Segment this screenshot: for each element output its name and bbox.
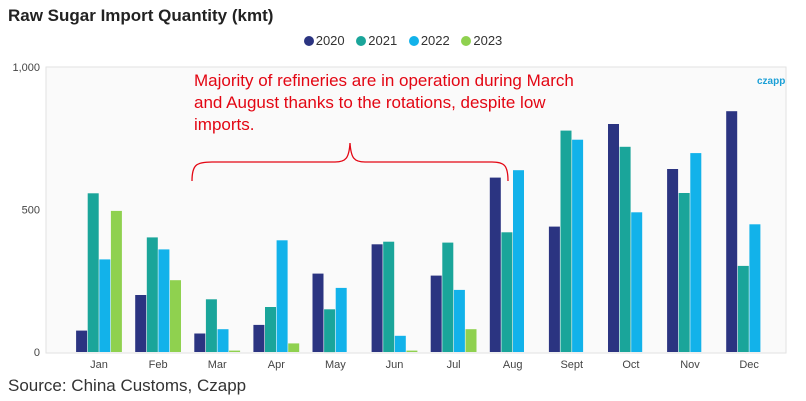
legend-item-2021: 2021 <box>356 33 397 48</box>
legend-swatch-2021 <box>356 36 367 46</box>
bar-2021-jul <box>442 242 454 352</box>
legend-swatch-2023 <box>461 36 472 46</box>
bar-2020-nov <box>667 169 679 352</box>
x-tick-label-apr: Apr <box>268 359 285 371</box>
bar-2021-jun <box>383 241 395 352</box>
bar-2020-jan <box>76 330 88 352</box>
bar-2021-nov <box>678 193 690 352</box>
bar-2022-sept <box>572 139 584 352</box>
bar-2020-jun <box>371 244 383 352</box>
bar-2020-dec <box>726 111 738 352</box>
bar-2023-jul <box>465 329 477 352</box>
x-tick-label-dec: Dec <box>739 359 759 371</box>
y-tick-label: 500 <box>22 205 40 217</box>
y-axis: 0 500 1,000 <box>12 62 40 359</box>
bar-2021-oct <box>619 146 631 352</box>
bar-2020-may <box>312 273 324 352</box>
x-tick-label-jan: Jan <box>90 359 108 371</box>
legend-item-2020: 2020 <box>303 33 345 48</box>
x-tick-label-jun: Jun <box>386 359 404 371</box>
y-tick-label: 0 <box>34 347 40 359</box>
x-tick-label-nov: Nov <box>680 359 700 371</box>
bar-2022-jan <box>99 259 111 352</box>
bar-2020-jul <box>430 275 442 352</box>
x-tick-label-sept: Sept <box>560 359 583 371</box>
legend-label-2021: 2021 <box>368 33 398 48</box>
bar-2021-aug <box>501 232 513 352</box>
brand-logo: czapp <box>757 76 786 87</box>
x-tick-label-aug: Aug <box>503 359 523 371</box>
bar-2021-feb <box>146 237 158 352</box>
bar-2023-feb <box>170 280 181 352</box>
bar-2023-apr <box>288 343 300 352</box>
bar-2022-apr <box>276 240 288 352</box>
legend-swatch-2022 <box>408 36 419 46</box>
chart-title: Raw Sugar Import Quantity (kmt) <box>8 6 274 25</box>
bar-2022-jul <box>453 289 465 352</box>
bar-2021-dec <box>737 265 749 352</box>
bar-2022-feb <box>158 249 170 352</box>
bar-2022-may <box>335 287 347 352</box>
bar-2020-oct <box>608 124 619 352</box>
legend-label-2023: 2023 <box>473 33 503 48</box>
x-tick-label-may: May <box>325 359 346 371</box>
bar-2020-apr <box>253 324 265 352</box>
bar-2021-jan <box>87 193 99 352</box>
bar-2022-nov <box>690 153 702 352</box>
bar-2020-aug <box>489 177 501 352</box>
source-note: Source: China Customs, Czapp <box>8 376 247 395</box>
x-tick-label-oct: Oct <box>622 359 639 371</box>
bar-2023-jan <box>110 210 122 352</box>
bar-2023-jun <box>406 350 418 352</box>
y-tick-label: 1,000 <box>12 62 40 74</box>
bar-2022-dec <box>749 224 761 352</box>
x-tick-label-feb: Feb <box>149 359 168 371</box>
bar-2021-apr <box>265 307 276 352</box>
bar-2023-mar <box>229 350 241 352</box>
bar-2020-feb <box>135 295 147 352</box>
legend-label-2022: 2022 <box>420 33 450 48</box>
x-axis: Jan Feb Mar Apr May Jun Jul Aug Sept Oct Nov Dec <box>90 359 759 371</box>
bar-2021-sept <box>560 130 572 352</box>
x-tick-label-mar: Mar <box>208 359 227 371</box>
bar-2022-mar <box>217 329 229 352</box>
bar-2021-mar <box>205 299 217 352</box>
bar-2022-oct <box>631 212 643 352</box>
annotation-bracket <box>191 142 509 182</box>
bar-2020-mar <box>194 333 206 352</box>
annotation-text: Majority of refineries are in operation … <box>194 71 574 134</box>
chart-legend: 2020 2021 2022 2023 <box>0 33 806 48</box>
bar-2020-sept <box>548 226 560 352</box>
legend-item-2022: 2022 <box>408 33 450 48</box>
legend-label-2020: 2020 <box>315 33 345 48</box>
x-tick-label-jul: Jul <box>447 359 461 371</box>
bar-2021-may <box>324 309 336 353</box>
legend-item-2023: 2023 <box>461 33 502 48</box>
bar-2022-jun <box>394 335 406 352</box>
bars <box>76 111 761 353</box>
bar-2022-aug <box>513 170 524 352</box>
legend-swatch-2020 <box>303 36 314 46</box>
